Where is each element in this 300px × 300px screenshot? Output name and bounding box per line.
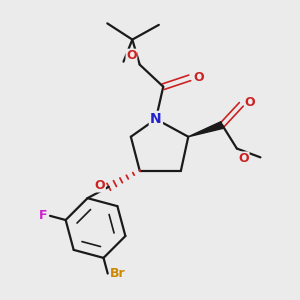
Text: Br: Br: [110, 267, 126, 280]
Text: N: N: [150, 112, 162, 126]
Text: O: O: [238, 152, 249, 165]
Text: O: O: [126, 49, 137, 62]
Text: F: F: [39, 209, 47, 222]
Text: O: O: [245, 96, 255, 110]
Text: O: O: [94, 179, 105, 192]
Polygon shape: [188, 122, 223, 137]
Text: O: O: [194, 71, 204, 84]
